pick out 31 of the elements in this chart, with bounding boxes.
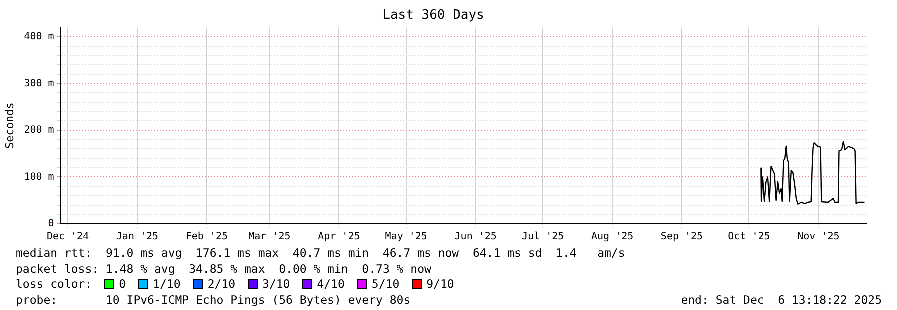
x-tick-label: Oct '25 [728, 232, 770, 243]
x-tick-label: Jan '25 [116, 232, 159, 243]
y-tick-label: 400 m [24, 32, 54, 43]
y-tick-label: 100 m [24, 172, 54, 183]
text: packet loss: 1.48 % avg 34.85 % max 0.00 % min 0.73 % now [16, 262, 432, 276]
text: probe: 10 IPv6-ICMP Echo Pings (56 Bytes) every 80s [16, 292, 411, 306]
y-tick-label: 200 m [24, 125, 54, 136]
text: 1/10 [153, 277, 181, 291]
text: 2/10 [208, 277, 236, 291]
x-tick-label: Jul '25 [522, 232, 564, 243]
x-tick-label: Apr '25 [318, 232, 360, 243]
text: median rtt: 91.0 ms avg 176.1 ms max 40.7 ms min 46.7 ms now 64.1 ms sd 1.4 am/s [16, 246, 626, 260]
y-tick-label: 300 m [24, 78, 54, 90]
x-tick-label: Jun '25 [454, 232, 497, 243]
text: loss color: [16, 277, 92, 291]
text: 9/10 [426, 277, 454, 291]
x-tick-label: Nov '25 [798, 232, 840, 243]
x-tick-label: May '25 [385, 232, 428, 243]
x-tick-label: Feb '25 [186, 232, 228, 243]
text: end: Sat Dec 6 13:18:22 2025 [681, 292, 882, 308]
x-tick-label: Dec '24 [46, 232, 90, 243]
x-tick-label: Aug '25 [591, 232, 634, 243]
x-tick-label: Mar '25 [248, 232, 291, 243]
text: 3/10 [262, 277, 290, 291]
text: 0 [119, 277, 126, 291]
text: 5/10 [372, 277, 400, 291]
y-axis-title: Seconds [3, 102, 16, 149]
x-tick-label: Sep '25 [660, 232, 704, 243]
chart-title: Last 360 Days [382, 8, 484, 24]
y-tick-label: 0 [48, 218, 54, 230]
text: 4/10 [317, 277, 345, 291]
